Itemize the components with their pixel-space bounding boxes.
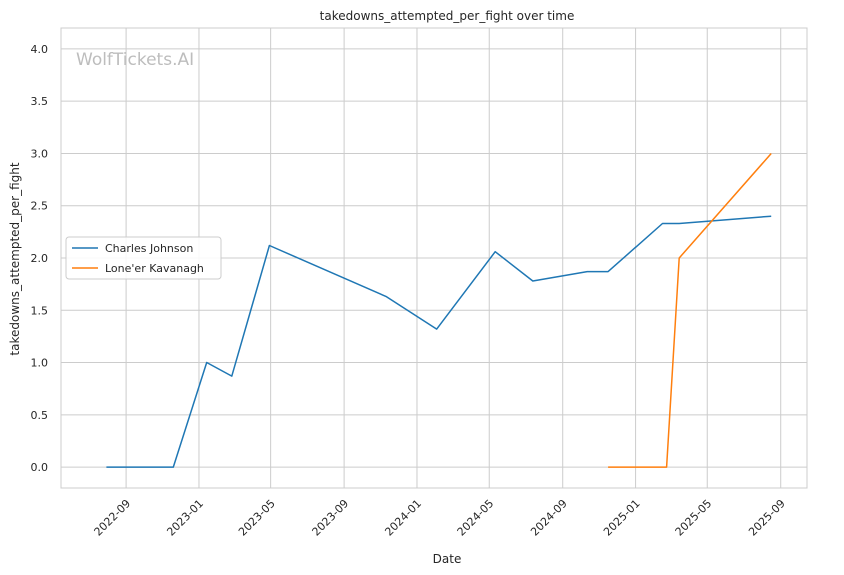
y-axis-label: takedowns_attempted_per_fight bbox=[8, 162, 22, 355]
watermark: WolfTickets.AI bbox=[76, 50, 194, 70]
x-tick-label: 2022-09 bbox=[92, 497, 134, 539]
legend-label-charles-johnson: Charles Johnson bbox=[105, 242, 193, 255]
y-tick-label: 0.5 bbox=[31, 409, 49, 422]
y-tick-label: 1.0 bbox=[31, 357, 49, 370]
x-axis-ticks: 2022-09 2023-01 2023-05 2023-09 2024-01 2024-… bbox=[92, 497, 788, 539]
legend: Charles Johnson Lone'er Kavanagh bbox=[65, 236, 222, 280]
series-line-1 bbox=[608, 153, 772, 468]
y-tick-label: 2.5 bbox=[31, 200, 49, 213]
x-tick-label: 2023-01 bbox=[164, 497, 206, 539]
x-axis-label: Date bbox=[433, 552, 462, 566]
legend-label-loneer-kavanagh: Lone'er Kavanagh bbox=[105, 262, 204, 275]
y-tick-label: 2.0 bbox=[31, 252, 49, 265]
x-tick-label: 2025-09 bbox=[746, 497, 788, 539]
series-line-0 bbox=[106, 215, 772, 468]
x-tick-label: 2024-05 bbox=[455, 497, 497, 539]
y-tick-label: 4.0 bbox=[31, 43, 49, 56]
y-axis-ticks: 0.0 0.5 1.0 1.5 2.0 2.5 3.0 3.5 4.0 bbox=[31, 43, 49, 474]
y-tick-label: 3.0 bbox=[31, 147, 49, 160]
y-tick-label: 0.0 bbox=[31, 461, 49, 474]
x-tick-label: 2024-01 bbox=[382, 497, 424, 539]
y-tick-label: 3.5 bbox=[31, 95, 49, 108]
x-tick-label: 2024-09 bbox=[528, 497, 570, 539]
grid bbox=[61, 28, 807, 488]
x-tick-label: 2025-01 bbox=[601, 497, 643, 539]
y-tick-label: 1.5 bbox=[31, 304, 49, 317]
x-tick-label: 2023-09 bbox=[310, 497, 352, 539]
chart-title: takedowns_attempted_per_fight over time bbox=[320, 9, 575, 23]
legend-box bbox=[65, 236, 222, 280]
series-lines bbox=[106, 153, 772, 468]
x-tick-label: 2025-05 bbox=[673, 497, 715, 539]
x-tick-label: 2023-05 bbox=[236, 497, 278, 539]
